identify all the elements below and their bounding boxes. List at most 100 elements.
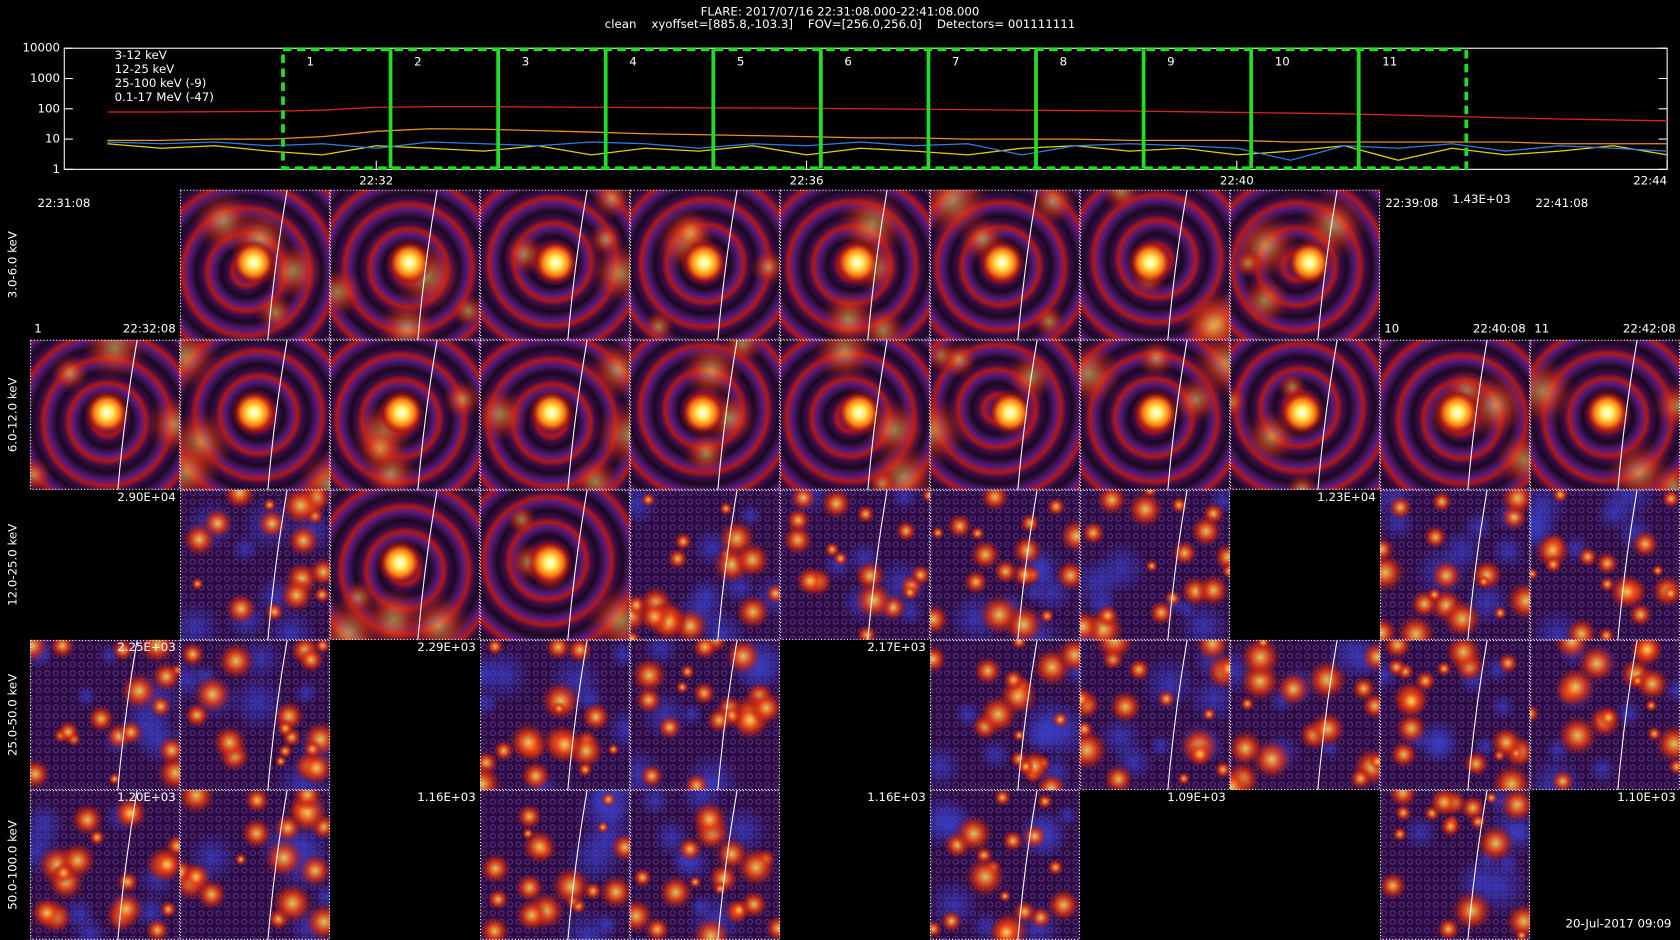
panel-annotation: 10 — [1384, 322, 1399, 336]
y-tick-label: 1000 — [30, 71, 60, 85]
panel-content — [480, 189, 630, 340]
panel-content — [30, 639, 180, 790]
blob — [832, 550, 849, 567]
panel-content — [1230, 639, 1380, 790]
blob — [630, 629, 642, 640]
blue-spot — [688, 576, 725, 614]
x-tick-label: 22:32 — [359, 174, 393, 188]
blob — [610, 832, 630, 863]
row-label: 6.0-12.0 keV — [5, 378, 19, 453]
blob — [600, 791, 617, 808]
image-panel — [480, 489, 630, 640]
image-panel — [480, 639, 630, 790]
blob — [1054, 559, 1080, 592]
blue-spot — [689, 895, 712, 918]
source — [528, 389, 576, 437]
panel-border — [630, 189, 780, 340]
blob — [566, 639, 593, 664]
source — [978, 239, 1026, 287]
blob — [299, 750, 330, 786]
blob — [1499, 489, 1530, 516]
panel-content — [180, 639, 330, 790]
blob — [119, 671, 159, 711]
blob — [1577, 546, 1599, 568]
panel-content — [330, 339, 480, 490]
panel-border — [180, 339, 330, 490]
blob — [273, 813, 303, 843]
blob — [1597, 706, 1620, 729]
limb — [267, 189, 288, 340]
blob — [138, 639, 177, 665]
lobe — [1189, 339, 1230, 400]
blob — [1394, 803, 1413, 822]
panel-content — [1080, 189, 1230, 340]
blob — [1387, 789, 1419, 809]
lobe — [330, 594, 387, 640]
source — [1433, 389, 1481, 437]
panel-border — [480, 339, 630, 490]
lobe — [587, 339, 630, 400]
blue-spot — [1097, 714, 1144, 761]
blob — [222, 489, 257, 510]
blob — [486, 887, 510, 911]
blob — [632, 867, 653, 888]
panel-annotation: 22:41:08 — [1535, 196, 1588, 210]
panel-annotation: 2.17E+03 — [867, 640, 925, 654]
blob — [946, 513, 973, 540]
interval-label: 11 — [1382, 55, 1397, 69]
blob — [724, 639, 762, 676]
limb — [1617, 489, 1638, 640]
panel-annotation: 22:31:08 — [38, 196, 91, 210]
blob — [734, 541, 771, 579]
source — [378, 389, 426, 437]
panel-border — [1530, 639, 1680, 790]
lobe — [1031, 303, 1067, 340]
panel-annotation: 22:40:08 — [1473, 322, 1526, 336]
y-tick-label: 10000 — [23, 41, 60, 55]
blob — [550, 865, 592, 907]
blob — [969, 538, 1002, 571]
blob — [739, 889, 769, 919]
blob — [580, 701, 612, 733]
panel-content — [780, 339, 930, 490]
source — [833, 239, 881, 287]
blob — [1628, 602, 1653, 628]
panel-annotation: 1.20E+03 — [117, 790, 175, 804]
blob — [262, 497, 277, 512]
blob — [507, 721, 549, 763]
panel-annotation: 22:32:08 — [123, 322, 176, 336]
blob — [1387, 494, 1413, 520]
image-panel — [1080, 189, 1230, 340]
image-panel — [1530, 339, 1680, 490]
panel-border — [180, 189, 330, 340]
blob — [480, 763, 503, 790]
blob — [1046, 887, 1080, 923]
blob — [964, 855, 1007, 898]
panel-content — [1230, 189, 1380, 340]
blob — [718, 501, 734, 516]
image-panel — [780, 489, 930, 640]
limb — [1617, 639, 1638, 790]
blob — [302, 739, 322, 759]
panel-annotation: 22:42:08 — [1623, 322, 1676, 336]
blob — [1634, 666, 1670, 702]
timestamp: 20-Jul-2017 09:09 — [1566, 916, 1672, 930]
panel-content — [1530, 639, 1680, 790]
source — [1278, 389, 1326, 437]
blob — [1019, 512, 1041, 534]
blob — [714, 837, 749, 872]
panel-border — [930, 489, 1080, 640]
blob — [552, 701, 566, 716]
panel-border — [1530, 339, 1680, 490]
blob — [157, 735, 180, 766]
limb — [267, 339, 288, 490]
blob — [749, 690, 780, 726]
limb — [1467, 639, 1488, 790]
panel-border — [480, 189, 630, 340]
blob — [901, 584, 919, 601]
blob — [492, 739, 515, 762]
blob — [1194, 639, 1230, 662]
image-panel — [930, 639, 1080, 790]
blob — [639, 763, 665, 789]
panel-border — [330, 489, 480, 640]
